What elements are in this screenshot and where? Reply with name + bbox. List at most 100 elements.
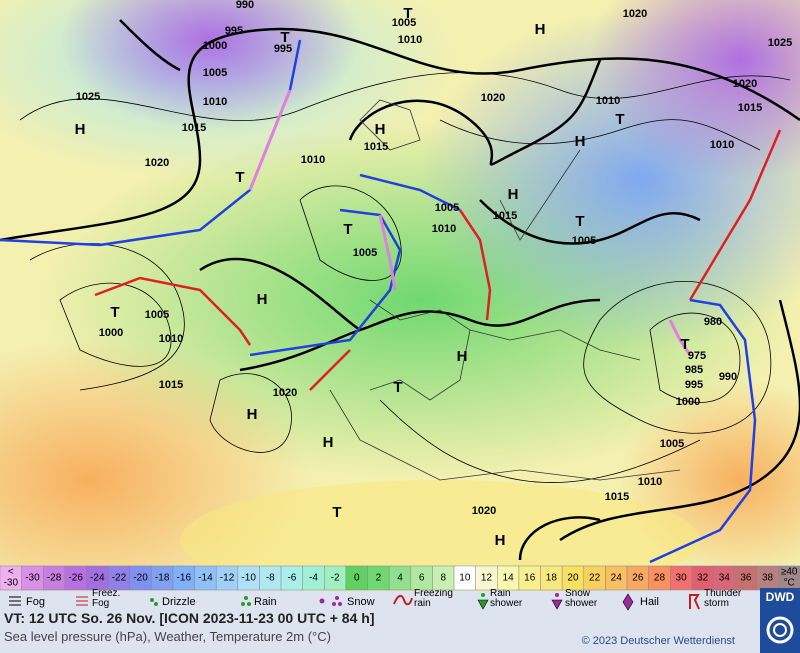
pressure-label: 1015 bbox=[364, 141, 388, 153]
pressure-label: T bbox=[280, 29, 289, 46]
pressure-label: H bbox=[323, 434, 334, 451]
pressure-label: 985 bbox=[685, 364, 703, 376]
pressure-label: 1005 bbox=[572, 235, 596, 247]
pressure-label: 1010 bbox=[159, 333, 183, 345]
pressure-label: T bbox=[403, 5, 412, 22]
scale-label: 8 bbox=[440, 573, 446, 584]
scale-label: -8 bbox=[266, 573, 275, 584]
pressure-label: 1010 bbox=[432, 223, 456, 235]
pressure-label: H bbox=[375, 121, 386, 138]
pressure-label: 980 bbox=[704, 316, 722, 328]
scale-label: ≥40 bbox=[781, 567, 798, 578]
pressure-label: 995 bbox=[685, 379, 703, 391]
legend-label: Thunder storm bbox=[704, 589, 742, 609]
pressure-label: 1015 bbox=[738, 102, 762, 114]
scale-label: -6 bbox=[287, 573, 296, 584]
pressure-label: 1005 bbox=[203, 67, 227, 79]
pressure-label: 1010 bbox=[710, 139, 734, 151]
scale-label: -30 bbox=[25, 573, 40, 584]
pressure-label: 1005 bbox=[660, 438, 684, 450]
pressure-label: 995 bbox=[274, 43, 292, 55]
legend-label: Fog bbox=[26, 596, 45, 608]
scale-label: -30 bbox=[4, 578, 19, 589]
legend-label: Drizzle bbox=[162, 596, 196, 608]
pressure-label: 1020 bbox=[733, 78, 757, 90]
scale-label: 22 bbox=[589, 573, 601, 584]
scale-label: 28 bbox=[654, 573, 666, 584]
pressure-label: 1005 bbox=[392, 17, 416, 29]
scale-label: -16 bbox=[177, 573, 192, 584]
pressure-label: H bbox=[535, 21, 546, 38]
scale-label: -18 bbox=[155, 573, 170, 584]
legend: Fog Freez. Fog Drizzle Rain Snow Freezin… bbox=[0, 589, 800, 613]
pressure-label: 1015 bbox=[182, 122, 206, 134]
pressure-label: 1010 bbox=[203, 96, 227, 108]
pressure-label: H bbox=[575, 133, 586, 150]
pressure-label: T bbox=[235, 169, 244, 186]
pressure-label: T bbox=[393, 379, 402, 396]
pressure-label: 1010 bbox=[398, 34, 422, 46]
legend-label: Rain shower bbox=[490, 589, 523, 609]
legend-label: Snow bbox=[347, 596, 375, 608]
pressure-label: 1000 bbox=[676, 396, 700, 408]
valid-time: VT: 12 UTC So. 26 Nov. [ICON 2023-11-23 … bbox=[4, 610, 374, 626]
scale-label: 30 bbox=[676, 573, 688, 584]
map: HTHHTHHHTTHTTTHTHTHT99099510051010102010… bbox=[0, 0, 800, 620]
pressure-label: T bbox=[110, 304, 119, 321]
pressure-label: 995 bbox=[225, 25, 243, 37]
pressure-label: H bbox=[75, 121, 86, 138]
pressure-label: H bbox=[257, 291, 268, 308]
scale-label: -4 bbox=[309, 573, 318, 584]
pressure-label: T bbox=[332, 504, 341, 521]
pressure-label: H bbox=[508, 186, 519, 203]
legend-label: Snow shower bbox=[565, 589, 598, 609]
pressure-label: 1010 bbox=[638, 476, 662, 488]
pressure-label: 1015 bbox=[159, 379, 183, 391]
pressure-label: 1010 bbox=[301, 154, 325, 166]
pressure-label: T bbox=[680, 336, 689, 353]
scale-label: 6 bbox=[419, 573, 425, 584]
scale-label: 26 bbox=[632, 573, 644, 584]
scale-label: -20 bbox=[133, 573, 148, 584]
scale-label: < bbox=[8, 567, 14, 578]
pressure-label: 990 bbox=[719, 371, 737, 383]
pressure-label: 1005 bbox=[145, 309, 169, 321]
pressure-label: T bbox=[615, 111, 624, 128]
scale-label: -26 bbox=[68, 573, 83, 584]
scale-label: °C bbox=[784, 578, 795, 589]
description: Sea level pressure (hPa), Weather, Tempe… bbox=[4, 629, 331, 644]
scale-label: -10 bbox=[241, 573, 256, 584]
pressure-label: 1020 bbox=[273, 387, 297, 399]
scale-label: 2 bbox=[376, 573, 382, 584]
footer: VT: 12 UTC So. 26 Nov. [ICON 2023-11-23 … bbox=[4, 588, 800, 653]
scale-label: 18 bbox=[546, 573, 558, 584]
legend-label: Rain bbox=[254, 596, 277, 608]
pressure-label: 1005 bbox=[353, 247, 377, 259]
scale-label: 10 bbox=[459, 573, 471, 584]
pressure-label: 1000 bbox=[203, 40, 227, 52]
pressure-label: H bbox=[457, 348, 468, 365]
pressure-label: 975 bbox=[688, 350, 706, 362]
pressure-label: T bbox=[343, 221, 352, 238]
pressure-label: T bbox=[575, 213, 584, 230]
pressure-label: 1025 bbox=[76, 91, 100, 103]
scale-label: 20 bbox=[567, 573, 579, 584]
pressure-label: 1020 bbox=[623, 8, 647, 20]
scale-label: 12 bbox=[481, 573, 493, 584]
pressure-label: 1010 bbox=[596, 95, 620, 107]
pressure-label: 1015 bbox=[493, 210, 517, 222]
scale-label: 24 bbox=[611, 573, 623, 584]
scale-label: 14 bbox=[503, 573, 515, 584]
scale-label: 4 bbox=[397, 573, 403, 584]
scale-label: 0 bbox=[354, 573, 360, 584]
scale-label: -22 bbox=[112, 573, 127, 584]
legend-label: Freezing rain bbox=[414, 589, 453, 609]
legend-label: Freez. Fog bbox=[92, 589, 121, 609]
scale-label: 16 bbox=[524, 573, 536, 584]
temperature-scale: <-30 -30 -28 -26 -24 -22 -20 -18 -16 -14 -12 -10 -8-… bbox=[0, 565, 800, 591]
scale-label: 38 bbox=[762, 573, 774, 584]
pressure-label: 1025 bbox=[768, 37, 792, 49]
copyright: © 2023 Deutscher Wetterdienst bbox=[582, 635, 735, 647]
legend-label: Hail bbox=[640, 596, 659, 608]
